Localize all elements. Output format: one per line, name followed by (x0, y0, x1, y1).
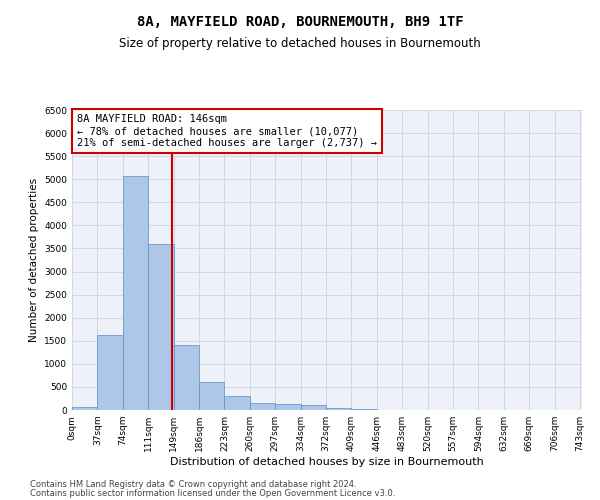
Bar (72, 406, 97, 410)
Bar (326, 408, 352, 410)
Bar (224, 396, 250, 410)
Bar (173, 346, 199, 410)
Text: Contains HM Land Registry data © Crown copyright and database right 2024.: Contains HM Land Registry data © Crown c… (30, 480, 356, 489)
Bar (352, 409, 377, 410)
Bar (275, 404, 301, 410)
Bar (301, 406, 326, 410)
Text: Size of property relative to detached houses in Bournemouth: Size of property relative to detached ho… (119, 38, 481, 51)
Bar (97, 335, 123, 410)
Text: Contains public sector information licensed under the Open Government Licence v3: Contains public sector information licen… (30, 488, 395, 498)
Bar (148, 244, 173, 410)
Y-axis label: Number of detached properties: Number of detached properties (29, 178, 38, 342)
Bar (199, 382, 224, 410)
Text: 8A MAYFIELD ROAD: 146sqm
← 78% of detached houses are smaller (10,077)
21% of se: 8A MAYFIELD ROAD: 146sqm ← 78% of detach… (77, 114, 377, 148)
X-axis label: Distribution of detached houses by size in Bournemouth: Distribution of detached houses by size … (170, 457, 484, 467)
Text: 8A, MAYFIELD ROAD, BOURNEMOUTH, BH9 1TF: 8A, MAYFIELD ROAD, BOURNEMOUTH, BH9 1TF (137, 15, 463, 29)
Bar (250, 403, 275, 410)
Bar (123, 176, 148, 410)
